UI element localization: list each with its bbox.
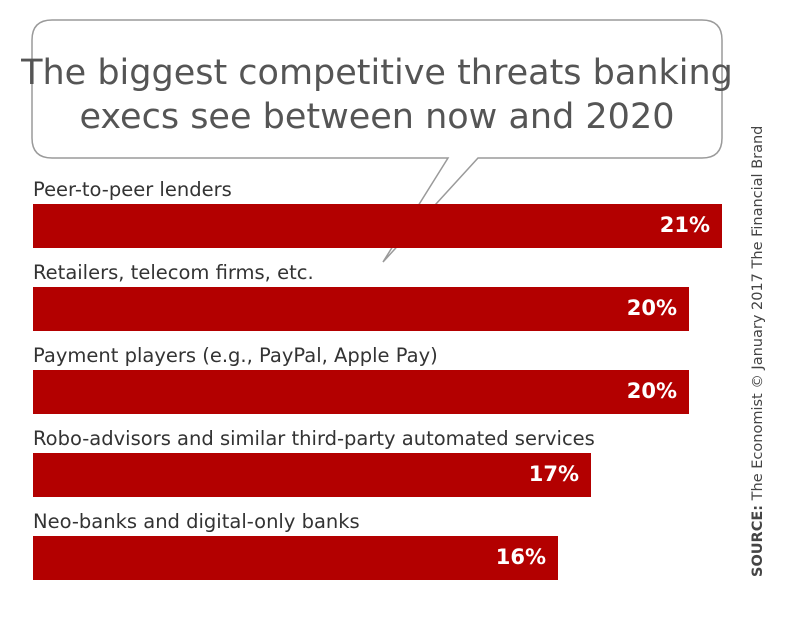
source-label: SOURCE: [750,504,766,577]
chart-title-line-2: execs see between now and 2020 [80,97,675,137]
bar-value-label-5: 16% [495,545,546,569]
bar-value-label-2: 20% [626,296,677,320]
category-label-2: Retailers, telecom firms, etc. [33,261,314,284]
bar-4: 17% [33,453,591,497]
source-note: SOURCE: The Economist © January 2017 The… [750,126,766,577]
bar-5: 16% [33,536,558,580]
bar-value-label-3: 20% [626,379,677,403]
category-label-5: Neo-banks and digital-only banks [33,510,360,533]
bar-2: 20% [33,287,689,331]
bar-3: 20% [33,370,689,414]
category-label-3: Payment players (e.g., PayPal, Apple Pay… [33,344,438,367]
category-label-1: Peer-to-peer lenders [33,178,232,201]
bar-1: 21% [33,204,722,248]
chart-title-line-1: The biggest competitive threats banking [20,53,733,93]
source-text: The Economist © January 2017 The Financi… [750,125,766,501]
bar-value-label-4: 17% [528,462,579,486]
bar-value-label-1: 21% [659,213,710,237]
category-label-4: Robo-advisors and similar third-party au… [33,427,595,450]
